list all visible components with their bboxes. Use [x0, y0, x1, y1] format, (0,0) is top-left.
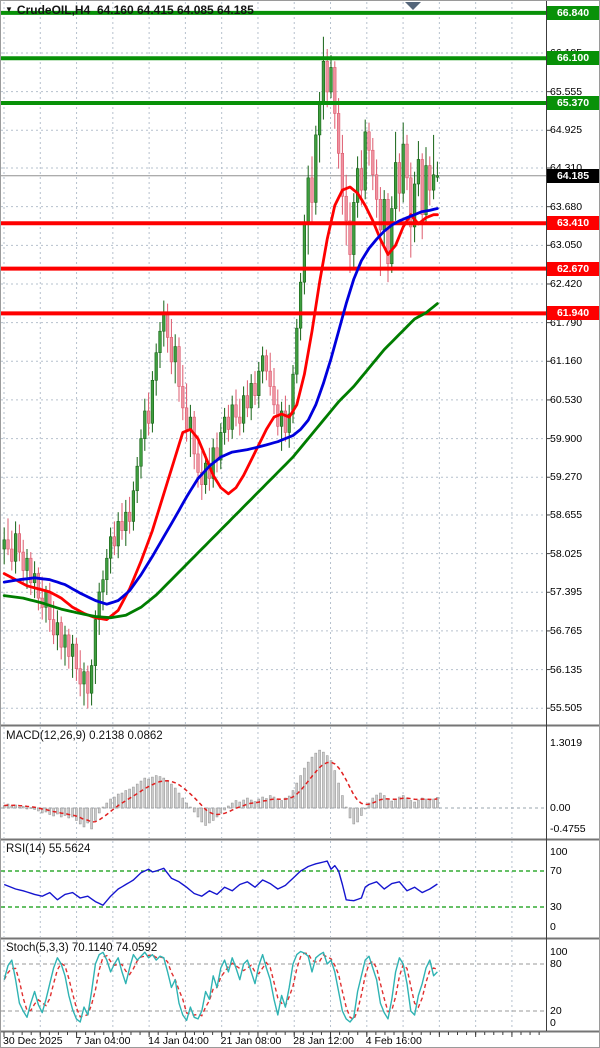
- macd-axis-label: -0.4755: [550, 823, 586, 835]
- time-axis-label: 14 Jan 04:00: [148, 1035, 209, 1047]
- price-tick-label: 56.135: [550, 663, 583, 676]
- price-tick-label: 63.050: [550, 239, 583, 252]
- price-level-badge: 61.940: [547, 306, 599, 321]
- time-axis-label: 4 Feb 16:00: [365, 1035, 422, 1047]
- rsi-axis-label: 0: [550, 921, 556, 933]
- price-level-badge: 63.410: [547, 216, 599, 231]
- price-tick-label: 56.765: [550, 624, 583, 637]
- time-axis-label: 28 Jan 12:00: [293, 1035, 354, 1047]
- macd-indicator-label: MACD(12,26,9) 0.2138 0.0862: [6, 730, 163, 742]
- ma-fast-red: [2, 185, 439, 621]
- rsi-axis-label: 30: [550, 901, 562, 913]
- price-tick-label: 55.505: [550, 702, 583, 715]
- stochastic-pane: [1, 950, 547, 1023]
- price-tick-label: 58.025: [550, 547, 583, 560]
- time-axis-label: 30 Dec 2025: [3, 1035, 63, 1047]
- scroll-to-end-marker-icon[interactable]: [405, 2, 421, 10]
- price-tick-label: 57.395: [550, 586, 583, 599]
- stoch-axis-label: 80: [550, 958, 562, 970]
- rsi-line: [3, 860, 438, 906]
- price-level-badge: 66.100: [547, 51, 599, 66]
- rsi-pane: [1, 860, 547, 908]
- price-tick-label: 60.530: [550, 393, 583, 406]
- stoch-k-line: [3, 950, 438, 1023]
- stoch-axis-label: 20: [550, 1005, 562, 1017]
- macd-signal-line: [4, 761, 438, 823]
- price-tick-label: 65.555: [550, 85, 583, 98]
- macd-axis-label: 1.3019: [550, 737, 583, 749]
- collapse-triangle-icon[interactable]: ▼: [5, 5, 13, 14]
- price-tick-label: 59.270: [550, 471, 583, 484]
- candles-layer: [2, 36, 440, 709]
- macd-pane: [1, 749, 547, 830]
- price-level-badge: 66.840: [547, 5, 599, 20]
- price-tick-label: 64.925: [550, 124, 583, 137]
- stoch-axis-label: 100: [550, 946, 568, 958]
- ohlc-readout: 64.160 64.415 64.085 64.185: [96, 3, 254, 17]
- price-tick-label: 62.420: [550, 277, 583, 290]
- time-axis-label: 21 Jan 08:00: [220, 1035, 282, 1047]
- stoch-indicator-label: Stoch(5,3,3) 70.1140 74.0592: [6, 942, 158, 954]
- symbol-title: CrudeOIL,H4: [16, 3, 91, 17]
- price-tick-label: 61.160: [550, 355, 583, 368]
- moving-averages-layer: [2, 185, 439, 621]
- macd-axis-label: 0.00: [550, 802, 571, 814]
- ma-mid-blue: [2, 207, 439, 606]
- price-tick-label: 59.900: [550, 432, 583, 445]
- ma-slow-green: [2, 302, 439, 620]
- time-axis-label: 7 Jan 04:00: [75, 1035, 131, 1047]
- price-levels-layer: [1, 10, 547, 316]
- stoch-axis-label: 0: [550, 1017, 556, 1029]
- price-tick-label: 58.655: [550, 508, 583, 521]
- rsi-axis-label: 70: [550, 865, 562, 877]
- price-tick-label: 63.680: [550, 200, 583, 213]
- price-level-badge: 62.670: [547, 261, 599, 276]
- stoch-d-line: [3, 952, 438, 1021]
- price-level-badge: 64.185: [547, 168, 599, 183]
- chart-title: ▼ CrudeOIL,H4 64.160 64.415 64.085 64.185: [5, 3, 254, 17]
- rsi-indicator-label: RSI(14) 55.5624: [6, 843, 91, 855]
- rsi-axis-label: 100: [550, 846, 568, 858]
- grid-layer: [1, 2, 547, 1030]
- price-level-badge: 65.370: [547, 96, 599, 110]
